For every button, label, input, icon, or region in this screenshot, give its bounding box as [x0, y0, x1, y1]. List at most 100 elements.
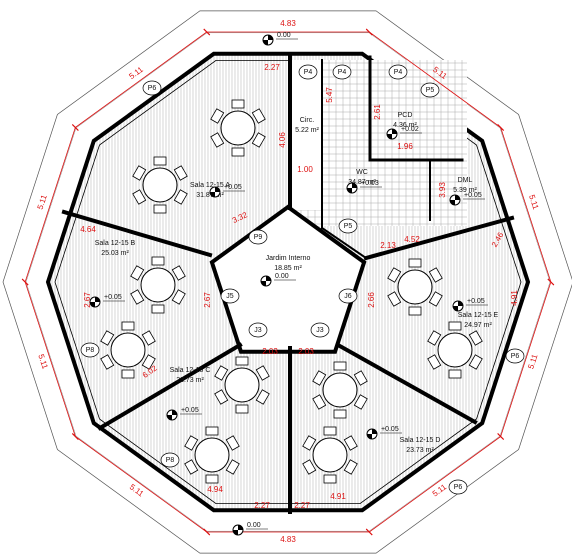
chair [448, 369, 462, 379]
tag-label: J3 [316, 327, 324, 334]
dimension-line [75, 31, 208, 128]
chair [302, 435, 317, 451]
dimension-tick [365, 28, 373, 36]
interior-dimension: 2.66 [367, 292, 376, 308]
chair [468, 330, 483, 346]
room-area: 4.36 m² [393, 122, 417, 129]
level-label: +0.02 [401, 126, 419, 133]
chair [353, 370, 368, 386]
level-symbol-fill [167, 410, 177, 420]
chair [353, 394, 368, 410]
tag-label: P4 [338, 69, 347, 76]
tag-circle [332, 64, 352, 80]
perimeter-dimension: 5.11 [527, 194, 540, 212]
dimension-line [24, 127, 76, 283]
room-area: 5.39 m² [453, 187, 477, 194]
table [322, 372, 358, 408]
room-area: 5.22 m² [295, 127, 319, 134]
chair [333, 409, 347, 419]
tag-circle [298, 64, 318, 80]
interior-dimension: 1.96 [397, 142, 413, 151]
tag-circle [448, 479, 468, 495]
annotations: 4.835.115.115.115.114.835.115.115.115.11… [36, 19, 541, 544]
perimeter-dimension: 4.83 [280, 19, 296, 28]
dimension-tick [203, 528, 211, 536]
chair [141, 354, 156, 370]
table [142, 167, 178, 203]
tag-circle [388, 64, 408, 80]
tag-circle [338, 288, 358, 304]
chair [205, 474, 219, 484]
chair [333, 361, 347, 371]
perimeter-dimension: 5.11 [36, 193, 49, 211]
dimension-tick [203, 28, 211, 36]
level-label: 0.00 [277, 32, 291, 39]
room-name: Circ. [300, 117, 314, 124]
chair [231, 99, 245, 109]
tag-label: P6 [511, 353, 520, 360]
dimension-tick [497, 433, 505, 440]
chair [255, 389, 270, 405]
chair [231, 147, 245, 157]
tag-label: P5 [426, 87, 435, 94]
interior-dimension: 2.27 [294, 501, 310, 510]
table [140, 267, 176, 303]
tag-label: P9 [254, 234, 263, 241]
interior-dimension: 4.64 [80, 225, 96, 234]
chair [171, 265, 186, 281]
tag-label: P5 [344, 223, 353, 230]
level-label: +0.05 [224, 184, 242, 191]
tag-circle [248, 229, 268, 245]
interior-dimension: 2.13 [380, 241, 396, 250]
chair [323, 426, 337, 436]
room-name: Sala 12-15 B [95, 240, 136, 247]
chair [312, 394, 327, 410]
interior-dimension: 4.06 [278, 132, 287, 148]
chair [214, 365, 229, 381]
chair [132, 189, 147, 205]
tag-label: J6 [344, 293, 352, 300]
chair [130, 265, 145, 281]
chair [312, 370, 327, 386]
room-area: 18.85 m² [274, 265, 302, 272]
chair [408, 258, 422, 268]
room-name: Sala 12-15 A [190, 182, 230, 189]
perimeter-dimension: 4.83 [280, 535, 296, 544]
tag-label: J5 [226, 293, 234, 300]
chair [323, 474, 337, 484]
interior-dimension: 4.94 [207, 485, 223, 494]
level-label: 0.00 [247, 522, 261, 529]
interior-dimension: 2.27 [254, 501, 270, 510]
level-symbol-fill [367, 429, 377, 439]
chair [184, 459, 199, 475]
room-name: PCD [398, 112, 413, 119]
chair [448, 321, 462, 331]
tag-label: P4 [304, 69, 313, 76]
chair [100, 354, 115, 370]
circulation [292, 60, 322, 210]
room-area: 34.87 m² [348, 179, 376, 186]
tag-circle [220, 288, 240, 304]
level-symbol-fill [387, 129, 397, 139]
level-symbol-fill [347, 183, 357, 193]
dimension-line [75, 436, 208, 533]
chair [343, 435, 358, 451]
interior-dimension: 4.91 [330, 492, 346, 501]
interior-dimension: 2.67 [203, 292, 212, 308]
chair [121, 369, 135, 379]
chair [225, 459, 240, 475]
chair [387, 291, 402, 307]
chair [408, 306, 422, 316]
chair [132, 165, 147, 181]
chair [210, 108, 225, 124]
dimension-tick [71, 124, 79, 131]
room-name: Sala 12-15 D [400, 437, 441, 444]
base-geometry [2, 10, 572, 554]
chair [153, 156, 167, 166]
chair [428, 267, 443, 283]
chair [428, 291, 443, 307]
chair [251, 108, 266, 124]
ground-line [25, 32, 551, 532]
level-label: 0.00 [275, 273, 289, 280]
chair [151, 256, 165, 266]
